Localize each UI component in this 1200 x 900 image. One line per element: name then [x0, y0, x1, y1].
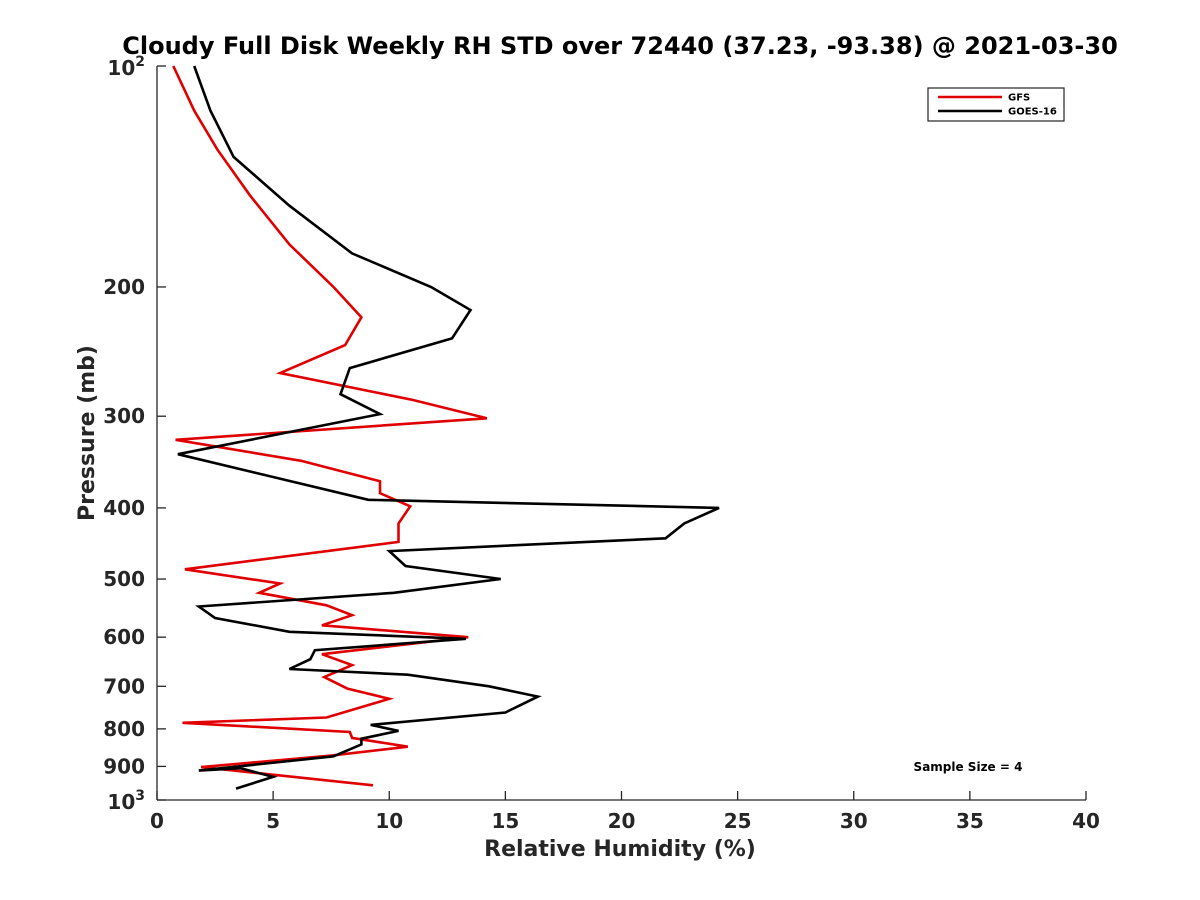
x-tick-label: 15: [491, 809, 519, 833]
x-tick-label: 5: [266, 809, 280, 833]
x-tick-label: 20: [608, 809, 636, 833]
x-axis-label: Relative Humidity (%): [484, 837, 756, 862]
legend-label: GFS: [1008, 93, 1030, 104]
y-tick-label: 200: [103, 275, 145, 299]
x-tick-label: 40: [1072, 809, 1100, 833]
y-tick-label: 500: [103, 567, 145, 591]
chart-title: Cloudy Full Disk Weekly RH STD over 7244…: [122, 32, 1118, 60]
axes-layer: 0 5 10 15 20 25 30 35 40 102 200 300 400 500 600 700 800…: [103, 54, 1100, 833]
y-tick-label: 102: [107, 54, 145, 80]
y-tick-label: 800: [103, 717, 145, 741]
x-tick-label: 30: [840, 809, 868, 833]
series-line-goes-16: [177, 65, 720, 790]
x-tick-label: 25: [724, 809, 752, 833]
x-tick-label: 35: [956, 809, 984, 833]
y-tick-label: 700: [103, 674, 145, 698]
series-layer: [172, 65, 720, 790]
x-tick-label: 0: [150, 809, 164, 833]
legend-label: GOES-16: [1008, 107, 1057, 118]
y-tick-label: 300: [103, 404, 145, 428]
x-tick-label: 10: [375, 809, 403, 833]
y-tick-label: 600: [103, 625, 145, 649]
y-axis-label: Pressure (mb): [75, 345, 100, 521]
y-tick-label: 103: [107, 788, 145, 814]
y-tick-label: 900: [103, 754, 145, 778]
legend-box: [927, 87, 1065, 122]
series-line-gfs: [172, 65, 488, 787]
legend: GFS GOES-16: [927, 87, 1065, 122]
sample-size-annotation: Sample Size = 4: [914, 760, 1023, 774]
y-tick-label: 400: [103, 496, 145, 520]
